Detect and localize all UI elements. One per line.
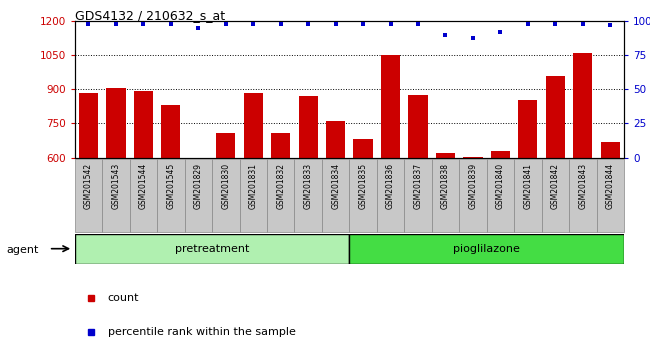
Bar bbox=[185, 159, 212, 232]
Bar bbox=[404, 159, 432, 232]
Point bbox=[193, 25, 203, 31]
Point bbox=[440, 32, 450, 38]
Bar bbox=[322, 159, 350, 232]
Bar bbox=[240, 159, 267, 232]
Point bbox=[413, 21, 423, 27]
Text: pioglilazone: pioglilazone bbox=[453, 244, 520, 254]
Point bbox=[578, 21, 588, 27]
Bar bbox=[216, 132, 235, 294]
Point bbox=[385, 21, 396, 27]
Bar bbox=[188, 158, 208, 294]
Bar bbox=[267, 159, 294, 232]
Point bbox=[330, 21, 341, 27]
Bar bbox=[75, 159, 102, 232]
Text: GSM201545: GSM201545 bbox=[166, 163, 176, 209]
Bar bbox=[79, 93, 98, 294]
Text: GSM201842: GSM201842 bbox=[551, 163, 560, 209]
Bar bbox=[573, 53, 592, 294]
Bar bbox=[298, 96, 318, 294]
Bar bbox=[75, 234, 350, 264]
Bar bbox=[569, 159, 597, 232]
Text: GSM201831: GSM201831 bbox=[249, 163, 258, 209]
Point bbox=[138, 21, 149, 27]
Text: count: count bbox=[108, 293, 139, 303]
Bar bbox=[541, 159, 569, 232]
Point bbox=[468, 35, 478, 40]
Point bbox=[220, 21, 231, 27]
Text: GSM201840: GSM201840 bbox=[496, 163, 505, 209]
Text: GSM201829: GSM201829 bbox=[194, 163, 203, 209]
Bar bbox=[408, 95, 428, 294]
Bar bbox=[161, 105, 181, 294]
Point bbox=[166, 21, 176, 27]
Point bbox=[276, 21, 286, 27]
Text: GSM201542: GSM201542 bbox=[84, 163, 93, 209]
Bar bbox=[432, 159, 459, 232]
Text: GSM201544: GSM201544 bbox=[139, 163, 148, 209]
Bar bbox=[459, 159, 487, 232]
Point bbox=[523, 21, 533, 27]
Bar bbox=[436, 153, 455, 294]
Bar bbox=[601, 142, 620, 294]
Text: agent: agent bbox=[6, 245, 39, 255]
Text: GSM201843: GSM201843 bbox=[578, 163, 588, 209]
Bar bbox=[354, 139, 372, 294]
Text: GSM201543: GSM201543 bbox=[111, 163, 120, 209]
Point bbox=[495, 29, 506, 35]
Text: GSM201839: GSM201839 bbox=[469, 163, 478, 209]
Text: percentile rank within the sample: percentile rank within the sample bbox=[108, 327, 296, 337]
Bar bbox=[212, 159, 239, 232]
Point bbox=[248, 21, 259, 27]
Bar bbox=[514, 159, 541, 232]
Text: GSM201837: GSM201837 bbox=[413, 163, 423, 209]
Point bbox=[111, 21, 121, 27]
Bar bbox=[487, 159, 514, 232]
Bar bbox=[463, 157, 482, 294]
Bar bbox=[350, 159, 377, 232]
Bar bbox=[381, 55, 400, 294]
Bar bbox=[294, 159, 322, 232]
Bar bbox=[597, 159, 624, 232]
Text: GSM201836: GSM201836 bbox=[386, 163, 395, 209]
Text: GSM201838: GSM201838 bbox=[441, 163, 450, 209]
Bar bbox=[157, 159, 185, 232]
Text: GSM201841: GSM201841 bbox=[523, 163, 532, 209]
Point bbox=[303, 21, 313, 27]
Bar bbox=[130, 159, 157, 232]
Bar bbox=[102, 159, 130, 232]
Text: GSM201835: GSM201835 bbox=[359, 163, 368, 209]
Text: GSM201833: GSM201833 bbox=[304, 163, 313, 209]
Point bbox=[358, 21, 369, 27]
Bar bbox=[107, 88, 125, 294]
Text: GSM201844: GSM201844 bbox=[606, 163, 615, 209]
Text: GSM201832: GSM201832 bbox=[276, 163, 285, 209]
Bar bbox=[271, 132, 291, 294]
Bar bbox=[491, 151, 510, 294]
Text: GDS4132 / 210632_s_at: GDS4132 / 210632_s_at bbox=[75, 9, 225, 22]
Bar bbox=[326, 121, 345, 294]
Point bbox=[83, 21, 94, 27]
Bar bbox=[377, 159, 404, 232]
Text: GSM201830: GSM201830 bbox=[221, 163, 230, 209]
Bar bbox=[350, 234, 624, 264]
Point bbox=[605, 23, 616, 28]
Bar bbox=[546, 76, 565, 294]
Bar bbox=[518, 99, 538, 294]
Point bbox=[550, 21, 560, 27]
Bar bbox=[134, 91, 153, 294]
Text: GSM201834: GSM201834 bbox=[331, 163, 340, 209]
Bar bbox=[244, 93, 263, 294]
Text: pretreatment: pretreatment bbox=[175, 244, 249, 254]
